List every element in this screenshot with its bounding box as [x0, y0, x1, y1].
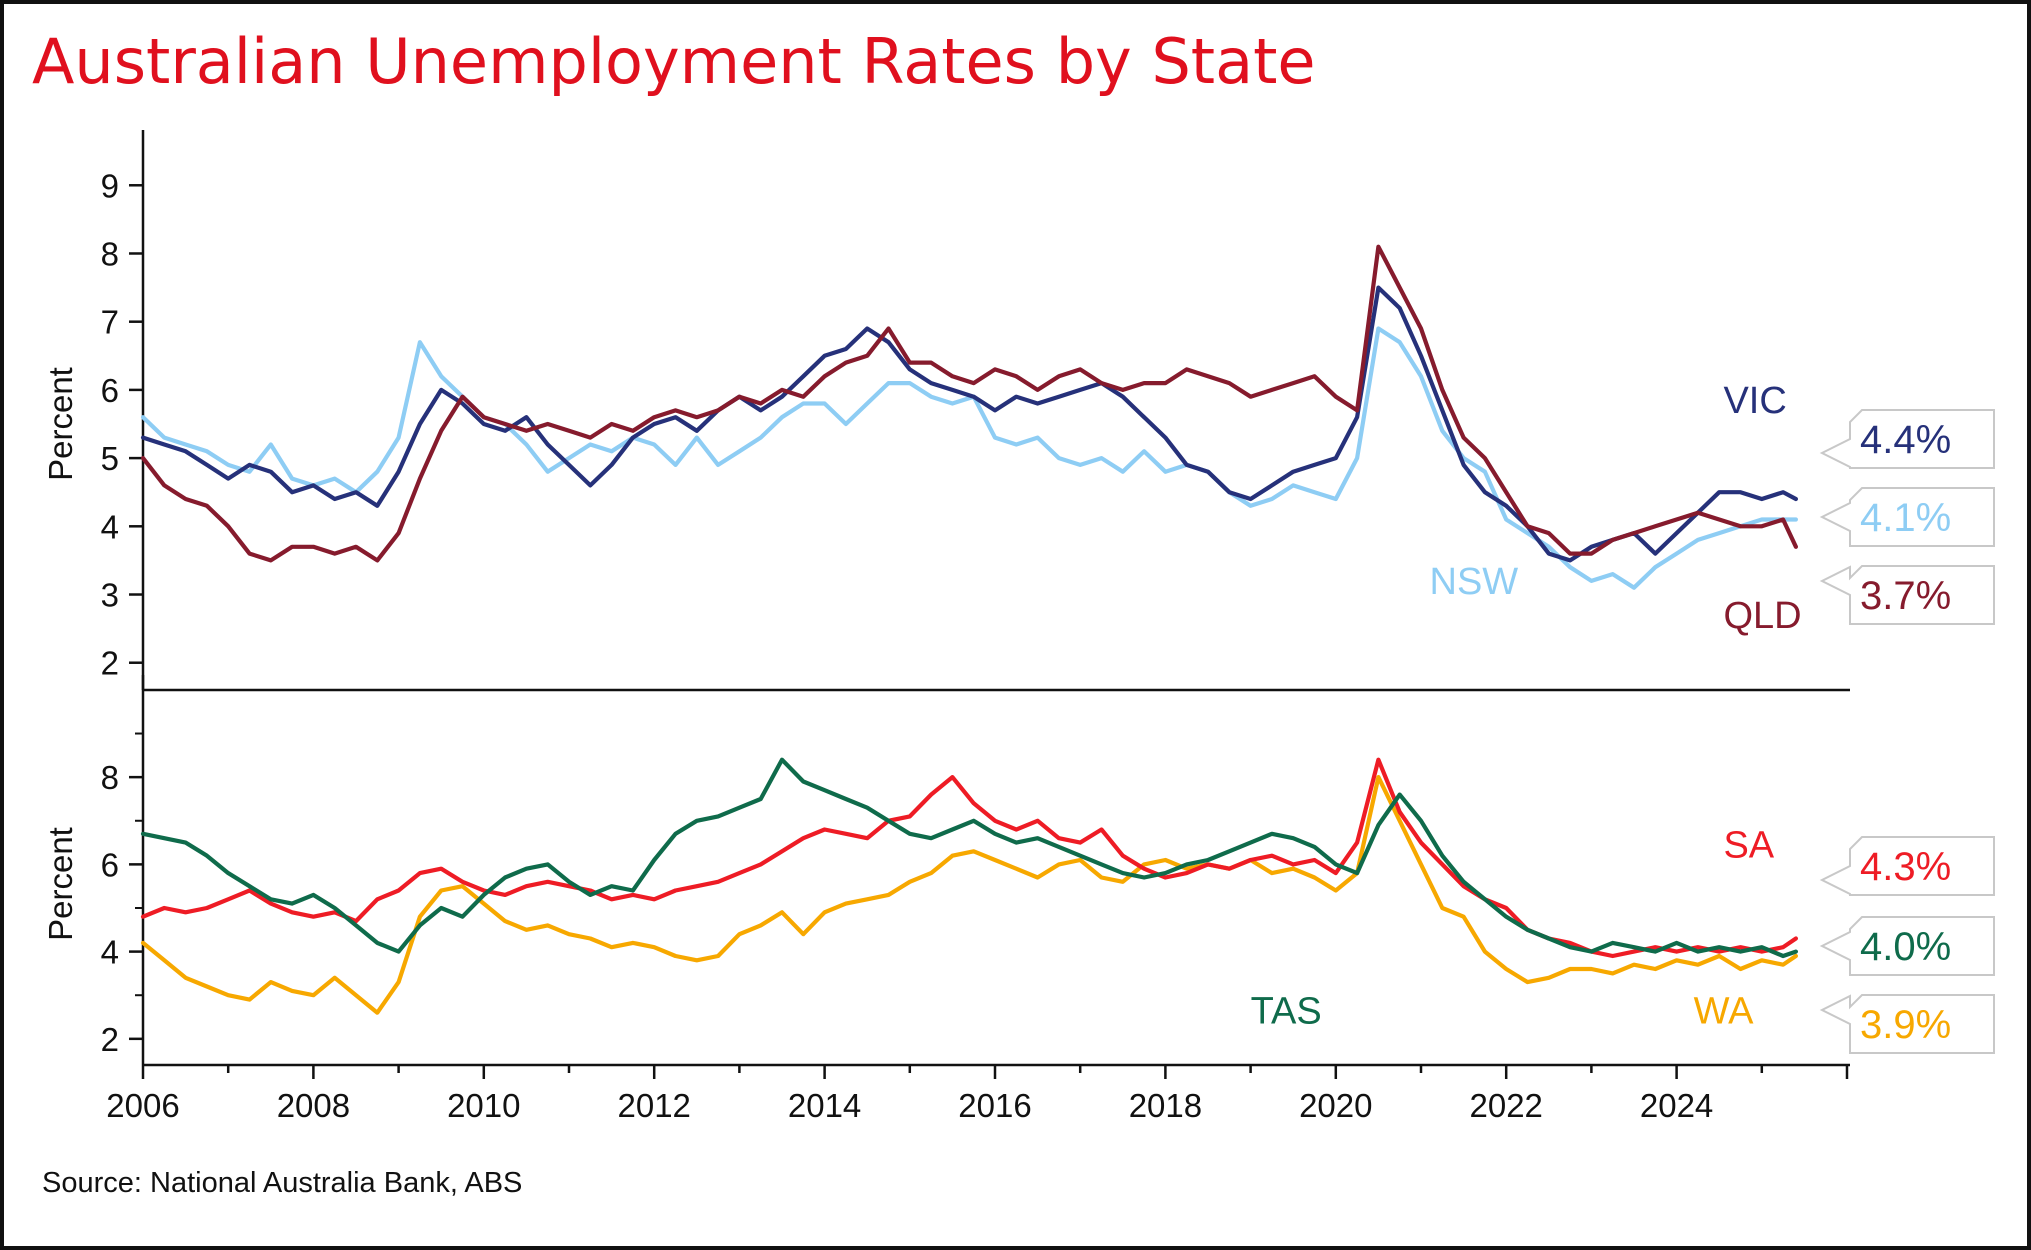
y-axis-title: Percent — [42, 827, 79, 941]
y-tick-label: 4 — [101, 934, 119, 971]
end-value-label-wa: 3.9% — [1860, 1003, 1951, 1047]
x-tick-label: 2010 — [447, 1087, 520, 1124]
x-tick-label: 2022 — [1469, 1087, 1542, 1124]
y-tick-label: 5 — [101, 440, 119, 477]
series-label-wa: WA — [1694, 990, 1754, 1032]
end-value-box-qld — [1819, 565, 1995, 625]
y-tick-label: 9 — [101, 167, 119, 204]
series-label-qld: QLD — [1723, 595, 1801, 637]
x-tick-label: 2018 — [1129, 1087, 1202, 1124]
x-tick-label: 2014 — [788, 1087, 861, 1124]
y-tick-label: 2 — [101, 1021, 119, 1058]
upper-panel: 2 3 4 5 6 7 8 9 Percent NSW VIC QLD 4.4% 4.1% 3.7% — [42, 130, 1995, 692]
end-value-label-qld: 3.7% — [1860, 574, 1951, 618]
end-value-box-vic — [1819, 409, 1995, 469]
y-tick-label: 6 — [101, 846, 119, 883]
series-label-vic: VIC — [1723, 380, 1786, 422]
series-line-sa — [140, 757, 1798, 959]
series-line-nsw — [140, 326, 1798, 590]
y-tick-label: 7 — [101, 304, 119, 341]
end-value-box-sa — [1819, 836, 1995, 896]
lower-panel: 2 4 6 8 Percent 2006 2008 2010 2012 2014 2016 2018 2… — [42, 675, 1995, 1124]
series-line-qld — [140, 244, 1798, 563]
y-tick-label: 3 — [101, 577, 119, 614]
series-label-sa: SA — [1723, 825, 1774, 867]
end-value-label-nsw: 4.1% — [1860, 496, 1951, 540]
x-tick-label: 2012 — [617, 1087, 690, 1124]
x-tick-label: 2006 — [106, 1087, 179, 1124]
series-label-tas: TAS — [1251, 990, 1322, 1032]
end-value-box-nsw — [1819, 487, 1995, 547]
series-label-nsw: NSW — [1430, 561, 1519, 603]
y-tick-label: 6 — [101, 372, 119, 409]
y-tick-label: 8 — [101, 235, 119, 272]
series-line-vic — [140, 285, 1798, 563]
end-value-label-tas: 4.0% — [1860, 925, 1951, 969]
end-value-box-tas — [1819, 916, 1995, 976]
x-tick-label: 2016 — [958, 1087, 1031, 1124]
x-tick-label: 2024 — [1640, 1087, 1713, 1124]
end-value-label-sa: 4.3% — [1860, 845, 1951, 889]
y-tick-label: 2 — [101, 645, 119, 682]
series-line-tas — [140, 757, 1798, 959]
series-line-wa — [140, 775, 1798, 1015]
x-tick-label: 2020 — [1299, 1087, 1372, 1124]
end-value-label-vic: 4.4% — [1860, 418, 1951, 462]
source-note: Source: National Australia Bank, ABS — [42, 1167, 523, 1199]
y-tick-label: 4 — [101, 508, 119, 545]
chart-title: Australian Unemployment Rates by State — [32, 25, 1316, 98]
y-axis-title: Percent — [42, 367, 79, 481]
end-value-box-wa — [1819, 994, 1995, 1054]
x-tick-label: 2008 — [277, 1087, 350, 1124]
y-tick-label: 8 — [101, 759, 119, 796]
